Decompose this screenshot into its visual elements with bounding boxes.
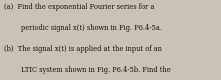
Text: (a)  Find the exponential Fourier series for a: (a) Find the exponential Fourier series … bbox=[4, 3, 155, 11]
Text: (b)  The signal x(t) is applied at the input of an: (b) The signal x(t) is applied at the in… bbox=[4, 45, 162, 53]
Text: LTIC system shown in Fig. P6.4-5b. Find the: LTIC system shown in Fig. P6.4-5b. Find … bbox=[21, 66, 171, 74]
Text: periodic signal x(t) shown in Fig. P6.4-5a.: periodic signal x(t) shown in Fig. P6.4-… bbox=[21, 24, 162, 32]
